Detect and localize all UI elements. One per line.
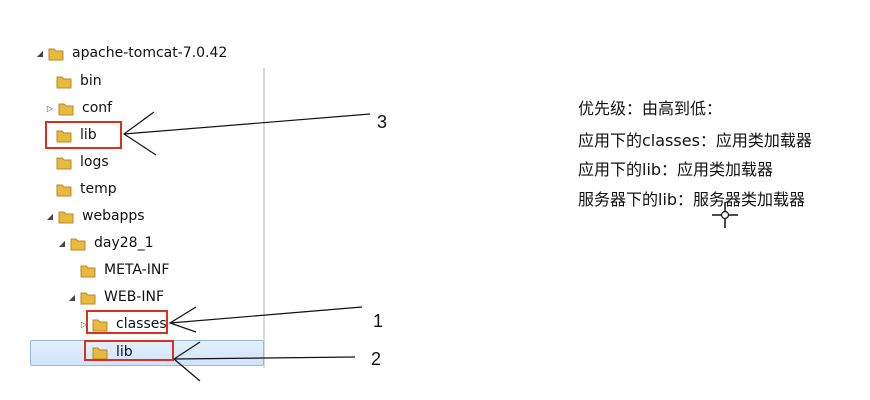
tree-item-label: logs xyxy=(80,154,109,170)
folder-icon xyxy=(80,292,96,304)
priority-line-3: 服务器下的lib：服务器类加载器 xyxy=(578,190,806,209)
tree-item-label: classes xyxy=(116,316,167,332)
selected-row-highlight xyxy=(30,340,264,366)
highlight-box-server-lib xyxy=(45,121,122,149)
arrow-head-3 xyxy=(122,111,157,156)
priority-line-2: 应用下的lib：应用类加载器 xyxy=(578,160,774,179)
tree-item-meta-inf[interactable]: META-INF xyxy=(80,259,169,281)
tree-item-logs[interactable]: logs xyxy=(56,151,109,173)
tree-item-webapps[interactable]: ◢ webapps xyxy=(44,205,145,227)
tree-item-label: day28_1 xyxy=(94,235,154,251)
tree-item-conf[interactable]: ▷ conf xyxy=(44,97,112,119)
tree-item-label: WEB-INF xyxy=(104,289,164,305)
callout-number-1: 1 xyxy=(373,311,384,331)
collapsed-arrow-icon[interactable]: ▷ xyxy=(46,103,54,113)
expanded-arrow-icon[interactable]: ◢ xyxy=(68,292,76,302)
callout-number-2: 2 xyxy=(371,349,382,369)
folder-icon xyxy=(58,211,74,223)
tree-item-root[interactable]: ◢ apache-tomcat-7.0.42 xyxy=(34,42,227,64)
tree-scrollbar-edge xyxy=(263,68,265,368)
crosshair-cursor-icon xyxy=(712,202,738,228)
tree-item-label: lib xyxy=(80,127,97,143)
priority-line-1: 应用下的classes：应用类加载器 xyxy=(578,131,812,150)
arrow-head-2 xyxy=(172,341,201,382)
priority-title: 优先级：由高到低： xyxy=(578,99,723,118)
tree-item-lib-server[interactable]: lib xyxy=(56,124,97,146)
tree-item-label: META-INF xyxy=(104,262,170,278)
folder-icon xyxy=(48,48,64,60)
collapsed-arrow-icon[interactable]: ▷ xyxy=(80,319,88,329)
tree-item-lib-app[interactable]: lib xyxy=(92,341,133,363)
tree-item-temp[interactable]: temp xyxy=(56,178,117,200)
tree-item-label: apache-tomcat-7.0.42 xyxy=(72,45,228,61)
arrow-line-3 xyxy=(123,113,371,135)
arrow-line-1 xyxy=(169,306,363,324)
callout-number-3: 3 xyxy=(377,112,388,132)
expanded-arrow-icon[interactable]: ◢ xyxy=(58,238,66,248)
expanded-arrow-icon[interactable]: ◢ xyxy=(46,211,54,221)
folder-icon xyxy=(92,347,108,359)
folder-icon xyxy=(56,130,72,142)
tree-item-bin[interactable]: bin xyxy=(56,70,102,92)
folder-icon xyxy=(70,238,86,250)
tree-item-web-inf[interactable]: ◢ WEB-INF xyxy=(66,286,164,308)
tree-item-label: webapps xyxy=(82,208,145,224)
arrow-head-1 xyxy=(168,306,197,333)
tree-item-label: temp xyxy=(80,181,117,197)
folder-icon xyxy=(56,184,72,196)
arrow-line-2 xyxy=(173,356,356,360)
tree-item-label: conf xyxy=(82,100,113,116)
file-tree-panel xyxy=(30,44,266,372)
folder-icon xyxy=(80,265,96,277)
tree-item-label: bin xyxy=(80,73,102,89)
highlight-box-app-lib xyxy=(84,340,174,361)
expanded-arrow-icon[interactable]: ◢ xyxy=(36,48,44,58)
highlight-box-classes xyxy=(86,310,168,334)
tree-item-classes[interactable]: ▷ classes xyxy=(78,313,167,335)
tree-item-day28-1[interactable]: ◢ day28_1 xyxy=(56,232,154,254)
folder-icon xyxy=(58,103,74,115)
folder-icon xyxy=(56,76,72,88)
folder-icon xyxy=(92,319,108,331)
folder-icon xyxy=(56,157,72,169)
tree-item-label: lib xyxy=(116,344,133,360)
